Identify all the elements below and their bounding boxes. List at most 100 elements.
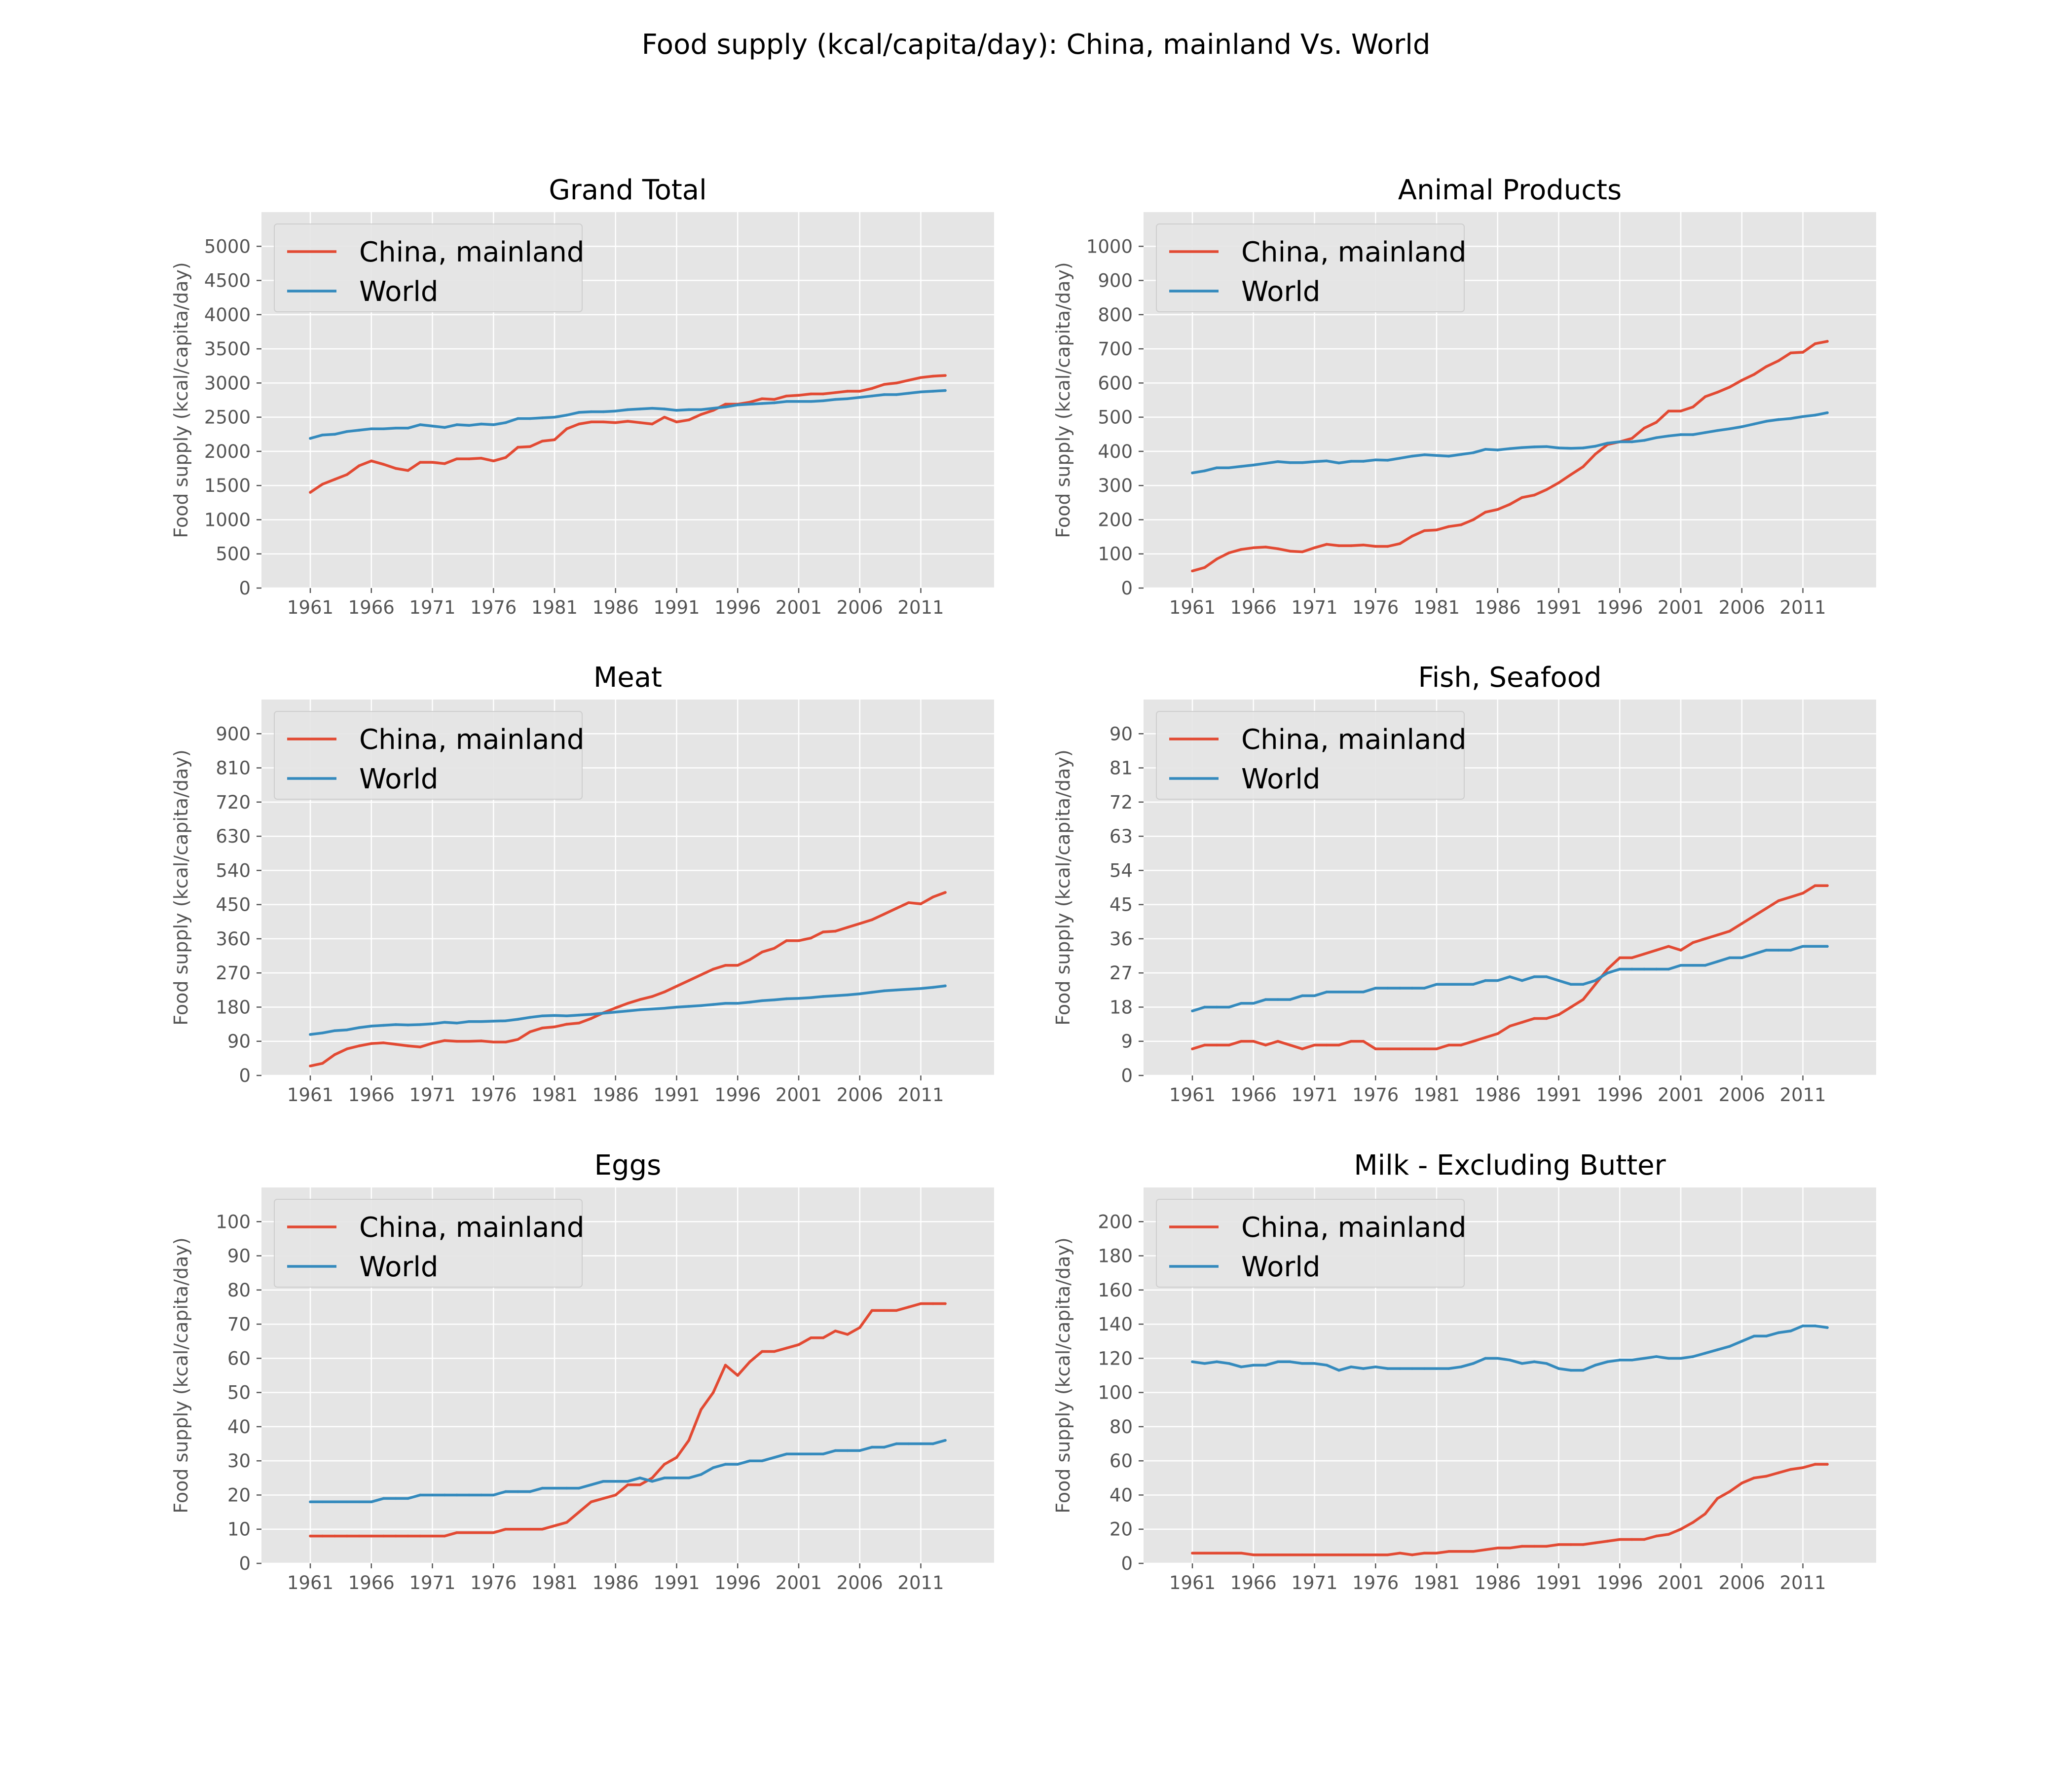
data-point xyxy=(638,407,642,410)
data-point xyxy=(565,1023,568,1026)
data-point xyxy=(1276,1039,1280,1043)
data-point xyxy=(797,400,800,403)
data-point xyxy=(944,1439,947,1442)
data-point xyxy=(1655,1534,1658,1538)
data-point xyxy=(418,423,422,426)
data-point xyxy=(1484,1357,1487,1360)
data-point xyxy=(590,1500,593,1504)
data-point xyxy=(1703,1512,1707,1516)
data-point xyxy=(846,397,849,401)
data-point xyxy=(1716,1348,1719,1351)
data-point xyxy=(1289,461,1292,464)
data-point xyxy=(907,1305,910,1309)
data-point xyxy=(1728,1345,1731,1348)
data-point xyxy=(431,1493,434,1497)
data-point xyxy=(1826,1463,1829,1466)
y-tick-label: 18 xyxy=(1110,997,1133,1018)
data-point xyxy=(760,951,764,954)
data-point xyxy=(785,1452,788,1456)
data-point xyxy=(1276,1360,1280,1364)
data-point xyxy=(1264,462,1267,465)
data-point xyxy=(846,926,849,929)
data-point xyxy=(1264,1043,1267,1047)
x-tick-label: 2001 xyxy=(776,1572,822,1593)
data-point xyxy=(455,1021,458,1025)
data-point xyxy=(1752,952,1756,956)
data-point xyxy=(1752,1334,1756,1338)
data-point xyxy=(528,1527,532,1531)
data-point xyxy=(394,1497,398,1500)
y-tick-label: 80 xyxy=(1110,1416,1133,1438)
data-point xyxy=(1276,998,1280,1001)
data-point xyxy=(565,1521,568,1524)
y-tick-label: 140 xyxy=(1098,1314,1133,1335)
data-point xyxy=(1227,551,1231,555)
data-point xyxy=(480,422,483,426)
y-tick-label: 100 xyxy=(1098,544,1133,565)
data-point xyxy=(431,1534,434,1538)
data-point xyxy=(443,1021,446,1024)
data-point xyxy=(1313,1043,1316,1047)
data-point xyxy=(1459,1550,1463,1553)
data-point xyxy=(1252,1364,1255,1367)
data-point xyxy=(1191,1047,1194,1050)
data-point xyxy=(797,1452,800,1456)
y-tick-label: 200 xyxy=(1098,509,1133,530)
data-point xyxy=(418,1045,422,1049)
data-point xyxy=(1520,496,1524,499)
x-tick-label: 1976 xyxy=(1352,1084,1399,1106)
data-point xyxy=(431,424,434,428)
data-point xyxy=(700,413,703,416)
legend-label: World xyxy=(359,763,438,795)
data-point xyxy=(1325,1553,1329,1556)
data-point xyxy=(614,1493,617,1497)
data-point xyxy=(333,1500,336,1504)
data-point xyxy=(1459,523,1463,526)
data-point xyxy=(590,420,593,424)
data-point xyxy=(931,390,935,393)
data-point xyxy=(773,947,776,950)
data-point xyxy=(809,1336,813,1339)
data-point xyxy=(638,421,642,424)
x-tick-label: 1986 xyxy=(592,597,639,618)
data-point xyxy=(1289,998,1292,1001)
x-tick-label: 1986 xyxy=(592,1084,639,1106)
x-tick-label: 1991 xyxy=(653,597,700,618)
data-point xyxy=(1215,466,1219,469)
y-tick-label: 60 xyxy=(1110,1450,1133,1472)
data-point xyxy=(1593,444,1597,448)
data-point xyxy=(1801,1324,1805,1328)
legend-label: World xyxy=(359,1251,438,1283)
data-point xyxy=(821,1336,825,1339)
data-point xyxy=(883,1309,886,1312)
data-point xyxy=(1740,956,1743,960)
data-point xyxy=(418,461,422,464)
data-point xyxy=(687,408,691,411)
data-point xyxy=(553,1524,556,1527)
data-point xyxy=(1801,415,1805,418)
data-point xyxy=(638,1477,642,1480)
data-point xyxy=(1569,1543,1573,1546)
data-point xyxy=(724,1463,727,1466)
data-point xyxy=(870,387,874,390)
y-tick-label: 900 xyxy=(216,723,251,744)
x-tick-label: 1996 xyxy=(1596,1084,1643,1106)
data-point xyxy=(443,462,446,465)
data-point xyxy=(1203,1043,1206,1047)
data-point xyxy=(431,1022,434,1026)
data-point xyxy=(1777,899,1780,902)
data-point xyxy=(528,417,532,420)
x-tick-label: 1966 xyxy=(348,597,395,618)
data-point xyxy=(1642,439,1646,442)
data-point xyxy=(651,995,654,998)
data-point xyxy=(1435,528,1438,532)
data-point xyxy=(553,438,556,442)
x-tick-label: 1961 xyxy=(1169,1084,1216,1106)
data-point xyxy=(919,1442,923,1445)
data-point xyxy=(1227,1043,1231,1047)
data-point xyxy=(773,999,776,1001)
data-point xyxy=(1618,1359,1622,1362)
data-point xyxy=(760,999,764,1002)
data-point xyxy=(590,1013,593,1016)
data-point xyxy=(577,1013,581,1017)
